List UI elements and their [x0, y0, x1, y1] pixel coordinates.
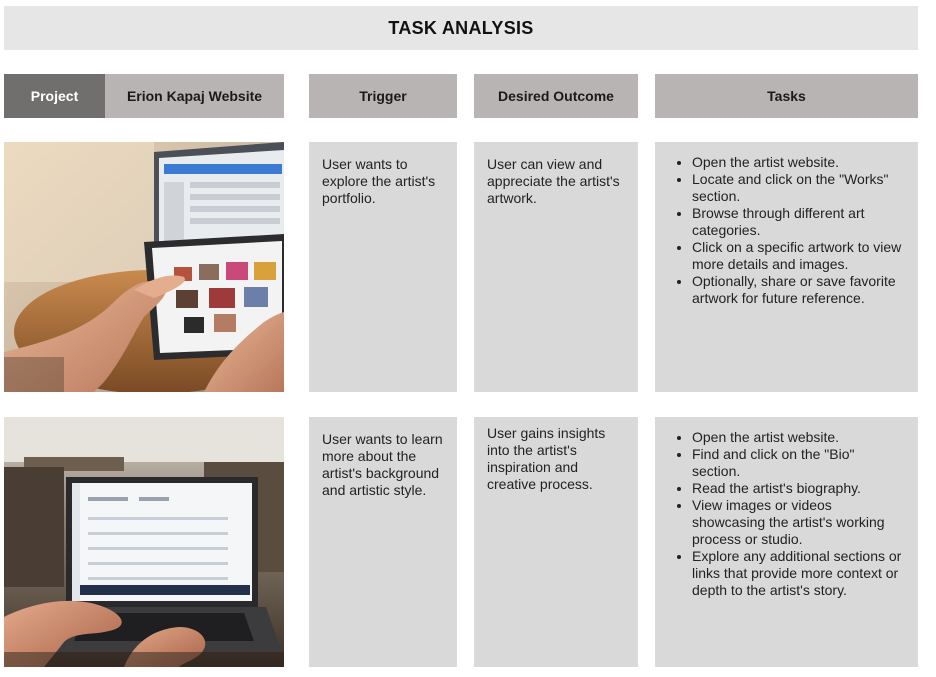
trigger-text-1: User wants to explore the artist's portf…	[322, 156, 436, 206]
hands-on-tablet-photo	[4, 142, 284, 392]
trigger-text-2: User wants to learn more about the artis…	[322, 431, 443, 498]
tasks-list-2: Open the artist website. Find and click …	[655, 417, 918, 599]
outcome-cell-1: User can view and appreciate the artist'…	[474, 142, 638, 392]
task-item: Find and click on the "Bio" section.	[692, 446, 906, 480]
tasks-cell-2: Open the artist website. Find and click …	[655, 417, 918, 667]
task-item: Click on a specific artwork to view more…	[692, 239, 906, 273]
trigger-header: Trigger	[309, 74, 457, 118]
task-item: Optionally, share or save favorite artwo…	[692, 273, 906, 307]
hands-on-laptop-photo	[4, 417, 284, 667]
task-item: Open the artist website.	[692, 429, 906, 446]
outcome-text-2: User gains insights into the artist's in…	[487, 425, 606, 492]
task-item: Read the artist's biography.	[692, 480, 906, 497]
task-item: Open the artist website.	[692, 154, 906, 171]
project-name: Erion Kapaj Website	[105, 74, 284, 118]
outcome-cell-2: User gains insights into the artist's in…	[474, 417, 638, 667]
tasks-list-1: Open the artist website. Locate and clic…	[655, 142, 918, 307]
project-label: Project	[4, 74, 105, 118]
page-title: TASK ANALYSIS	[4, 6, 918, 50]
task-item: Browse through different art categories.	[692, 205, 906, 239]
desired-outcome-header: Desired Outcome	[474, 74, 638, 118]
tasks-cell-1: Open the artist website. Locate and clic…	[655, 142, 918, 392]
task-item: Locate and click on the "Works" section.	[692, 171, 906, 205]
trigger-cell-1: User wants to explore the artist's portf…	[309, 142, 457, 392]
task-item: View images or videos showcasing the art…	[692, 497, 906, 548]
outcome-text-1: User can view and appreciate the artist'…	[487, 156, 620, 206]
trigger-cell-2: User wants to learn more about the artis…	[309, 417, 457, 667]
tasks-header: Tasks	[655, 74, 918, 118]
task-item: Explore any additional sections or links…	[692, 548, 906, 599]
